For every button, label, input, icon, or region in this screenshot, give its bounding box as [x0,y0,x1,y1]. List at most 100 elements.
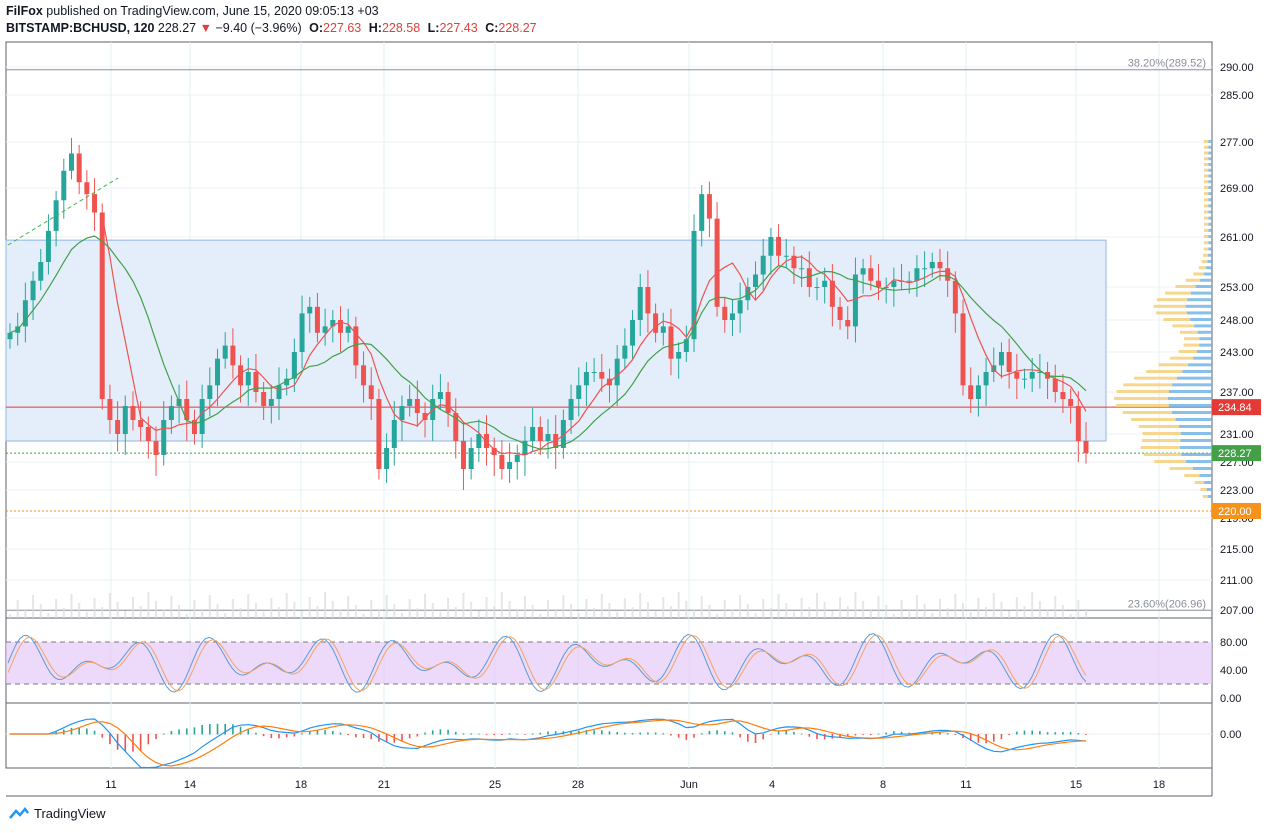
candle-body [115,420,121,434]
macd-histogram-bar [139,734,142,751]
macd-histogram-bar [1031,730,1033,735]
macd-histogram-bar [347,734,349,736]
macd-histogram-bar [109,734,111,745]
macd-histogram-bar [601,730,603,735]
volume-profile-bar [1163,318,1191,321]
volume-profile-bar [1194,481,1205,484]
macd-histogram-bar [278,734,280,739]
tradingview-logo[interactable]: TradingView [8,806,106,821]
volume-bar [308,597,311,618]
candle-body [30,280,36,301]
volume-bar [739,595,742,618]
publisher-name[interactable]: FilFox [6,4,43,18]
volume-profile-bar [1208,241,1212,245]
volume-profile-bar [1203,228,1209,232]
volume-bar [116,602,119,618]
x-tick-label: 11 [105,779,116,791]
macd-histogram-bar [1008,734,1010,736]
macd-histogram-bar [431,730,434,735]
candle-body [1052,378,1058,392]
moving-average-fast-line [101,216,1087,456]
macd-histogram-bar [1016,731,1018,735]
candle-body [952,280,958,314]
candle-body [645,287,651,314]
volume-bar [892,614,895,618]
volume-profile-bar [1203,253,1208,257]
volume-bar [800,598,803,618]
volume-bar [539,614,542,618]
candle-body [599,372,605,379]
volume-bar [938,599,941,618]
candle-body [914,268,920,281]
candle-body [983,372,989,386]
volume-profile-bar [1203,272,1212,276]
volume-bar [1008,611,1011,618]
volume-bar [577,613,580,618]
candle-body [783,255,789,257]
volume-profile-bar [1201,260,1208,263]
volume-bar [201,609,204,618]
macd-histogram-bar [939,732,941,735]
volume-profile-bar [1175,418,1212,421]
macd-histogram-bar [1046,732,1049,735]
macd-histogram-bar [816,734,818,740]
volume-bar [377,609,380,618]
volume-bar [477,611,480,618]
macd-histogram-bar [316,729,319,735]
volume-bar [639,593,642,618]
macd-histogram-bar [255,732,257,735]
macd-line [10,718,1087,769]
volume-bar [700,596,703,618]
volume-profile-bar [1208,163,1212,166]
candle-body [376,399,382,469]
candle-body [460,441,466,469]
macd-histogram-bar [439,729,442,735]
candle-body [491,448,497,455]
volume-profile-bar [1176,376,1212,380]
volume-profile-bar [1192,467,1212,470]
price-tag [1212,445,1261,462]
volume-bar [462,593,465,618]
volume-bar [954,594,957,618]
volume-bar [447,598,450,618]
volume-bar [1000,602,1003,618]
volume-profile-bar [1153,304,1186,308]
volume-bar [24,609,27,618]
macd-histogram-bar [401,734,403,741]
volume-profile-bar [1203,222,1209,226]
x-tick-label: 18 [1153,779,1165,791]
macd-histogram-bar [585,730,588,735]
candle-body [261,392,267,406]
volume-bar [124,611,127,618]
volume-bar [147,592,150,618]
candle-body [568,399,574,420]
candle-body [722,306,728,320]
macd-histogram-bar [232,724,234,735]
volume-profile-bar [1203,241,1209,245]
volume-bar [47,613,50,618]
volume-bar [285,593,288,618]
macd-histogram-bar [324,730,326,735]
y-tick-label: 290.00 [1220,62,1254,74]
macd-histogram-bar [170,730,173,735]
volume-bar [55,599,58,618]
volume-bar [600,594,603,618]
stochastic-d-line [7,634,1087,692]
macd-histogram-bar [531,733,534,735]
macd-histogram-bar [447,729,449,735]
volume-profile-bar [1204,481,1212,484]
candle-body [153,441,159,455]
macd-histogram-bar [539,732,542,735]
macd-histogram-bar [385,734,388,743]
volume-profile-bar [1169,356,1194,360]
volume-profile-bar [1208,235,1212,238]
volume-bar [70,594,73,618]
macd-histogram-bar [1054,732,1057,735]
candle-body [161,420,167,455]
candle-body [706,194,712,219]
y-tick-label: 248.00 [1220,315,1254,327]
macd-histogram-bar [992,734,995,742]
volume-bar [915,595,918,618]
volume-bar [193,600,196,618]
